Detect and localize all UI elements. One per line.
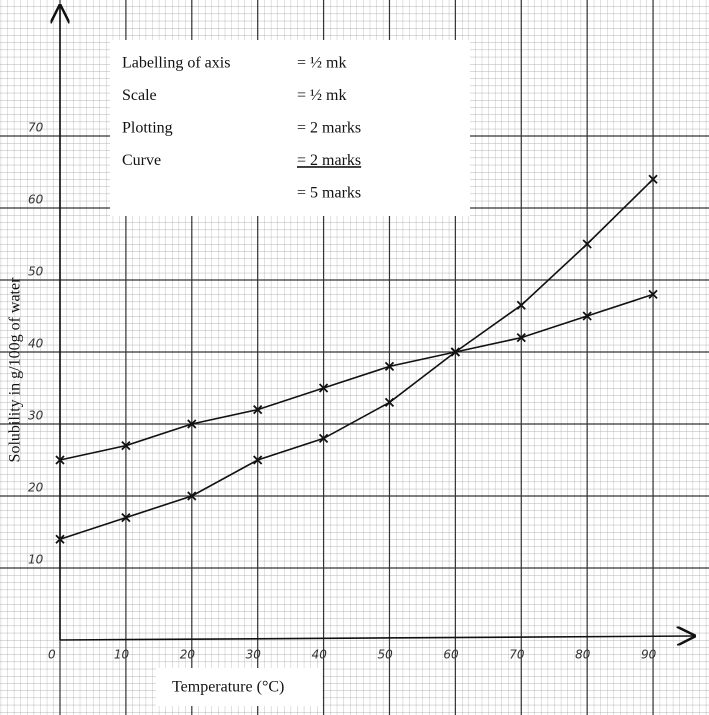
x-tick-label: 70 (509, 648, 525, 662)
y-tick-label: 50 (28, 265, 44, 279)
point-marker (384, 397, 395, 408)
x-label-bg (156, 668, 322, 706)
point-marker (648, 174, 658, 184)
point-marker (450, 347, 461, 357)
criterion: Curve (122, 152, 161, 169)
point-marker (582, 239, 592, 249)
criterion: Labelling of axis (122, 55, 230, 72)
y-tick-label: 70 (28, 121, 44, 135)
point-marker (582, 311, 592, 321)
point-marker (318, 383, 329, 393)
x-tick-label: 20 (180, 648, 196, 662)
y-tick-label: 60 (28, 193, 44, 207)
x-tick-label: 80 (575, 648, 591, 662)
x-axis (59, 636, 694, 640)
y-tick-label: 40 (28, 337, 44, 351)
point-marker (187, 491, 197, 501)
point-marker (55, 455, 65, 465)
x-tick-label: 0 (48, 648, 56, 662)
y-tick-label: 10 (28, 553, 44, 567)
point-marker (318, 433, 329, 444)
point-marker (384, 361, 395, 372)
criterion-score: = 2 marks (297, 152, 361, 169)
marking-scheme: Labelling of axis = ½ mk Scale = ½ mk Plotti… (122, 55, 361, 202)
series-line (59, 178, 654, 540)
x-tick-label: 50 (377, 648, 393, 662)
point-marker (516, 332, 526, 343)
total-score: = 5 marks (297, 185, 361, 202)
criterion: Plotting (122, 120, 173, 137)
point-marker (648, 289, 658, 300)
point-marker (121, 440, 131, 451)
x-tick-label: 10 (114, 648, 130, 662)
x-tick-label: 30 (246, 648, 262, 662)
y-axis-label: Solubility in g/100g of water (7, 277, 24, 463)
x-axis-label: Temperature (°C) (172, 679, 284, 696)
x-tick-label: 40 (312, 648, 328, 662)
y-tick-label: 30 (28, 409, 44, 423)
y-tick-label: 20 (28, 481, 44, 495)
criterion-score: = 2 marks (297, 120, 361, 137)
point-marker (253, 455, 263, 465)
x-tick-label: 90 (641, 648, 657, 662)
x-tick-label: 60 (443, 648, 459, 662)
criterion-score: = ½ mk (297, 87, 346, 104)
point-marker (253, 404, 263, 415)
marking-box (110, 40, 470, 216)
criterion: Scale (122, 87, 157, 104)
series-line (59, 293, 654, 461)
point-marker (187, 419, 197, 429)
plot-area (55, 174, 658, 544)
point-marker (121, 512, 131, 523)
point-marker (55, 534, 65, 544)
criterion-score: = ½ mk (297, 55, 346, 72)
point-marker (516, 300, 526, 310)
